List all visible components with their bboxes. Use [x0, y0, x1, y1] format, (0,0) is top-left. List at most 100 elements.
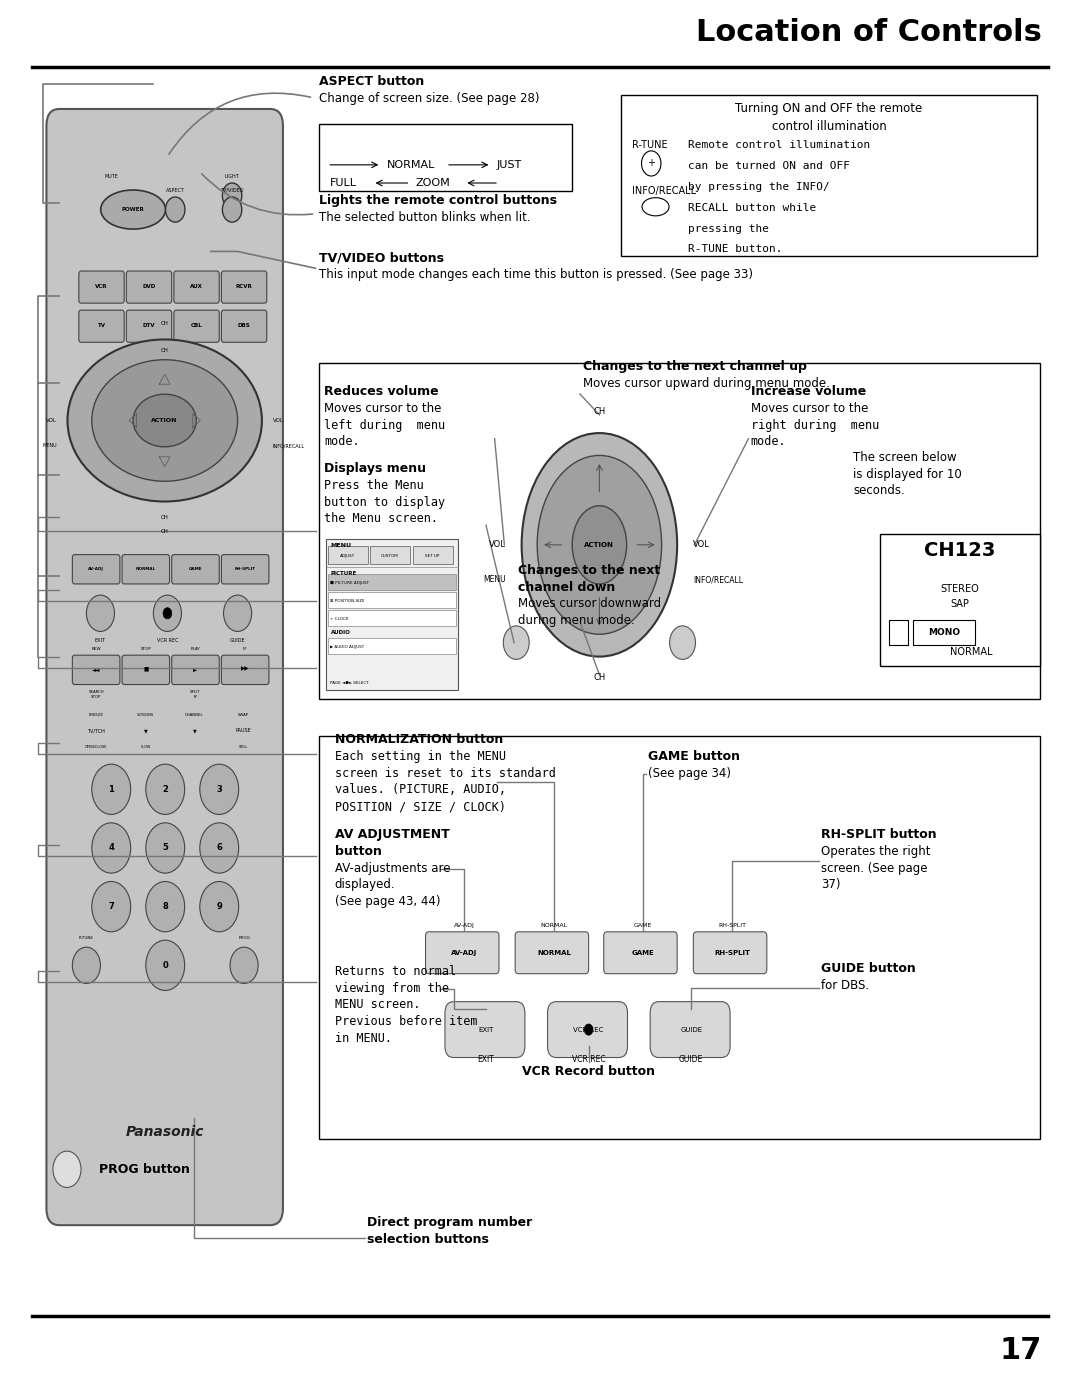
- Text: displayed.: displayed.: [335, 879, 395, 891]
- Text: MENU: MENU: [42, 443, 56, 448]
- FancyBboxPatch shape: [328, 592, 456, 608]
- Text: Reduces volume: Reduces volume: [324, 386, 438, 398]
- Text: mode.: mode.: [751, 436, 786, 448]
- FancyBboxPatch shape: [604, 932, 677, 974]
- FancyBboxPatch shape: [122, 555, 170, 584]
- Text: Displays menu: Displays menu: [324, 462, 426, 475]
- Text: (See page 34): (See page 34): [648, 767, 731, 780]
- Circle shape: [230, 947, 258, 983]
- Text: 17: 17: [1000, 1337, 1042, 1365]
- Text: VOL: VOL: [272, 418, 284, 423]
- Text: GUIDE button: GUIDE button: [821, 963, 916, 975]
- Text: RECALL button while: RECALL button while: [688, 203, 816, 212]
- Text: CH: CH: [593, 673, 606, 682]
- Text: MONO: MONO: [928, 629, 960, 637]
- Text: ADJUST: ADJUST: [340, 555, 355, 557]
- Ellipse shape: [133, 394, 197, 447]
- Text: PICTURE: PICTURE: [330, 571, 356, 577]
- Text: ▼: ▼: [144, 728, 148, 733]
- Text: ►: ►: [193, 666, 198, 672]
- Text: 37): 37): [821, 879, 840, 891]
- Text: button: button: [335, 845, 381, 858]
- Text: LIGHT: LIGHT: [225, 173, 240, 179]
- Text: EXIT: EXIT: [477, 1055, 495, 1063]
- Text: VOL: VOL: [45, 418, 56, 423]
- Ellipse shape: [642, 198, 669, 217]
- Text: CH: CH: [161, 348, 168, 353]
- Text: ZOOM: ZOOM: [416, 177, 450, 189]
- Text: 6: 6: [216, 844, 222, 852]
- Circle shape: [72, 947, 100, 983]
- Bar: [880, 534, 1040, 666]
- Text: Changes to the next channel up: Changes to the next channel up: [583, 360, 807, 373]
- Text: VCR: VCR: [95, 284, 108, 289]
- Text: CH: CH: [161, 320, 168, 326]
- Text: REW: REW: [92, 647, 100, 651]
- Circle shape: [222, 197, 242, 222]
- Text: Moves cursor to the: Moves cursor to the: [324, 402, 442, 415]
- Circle shape: [670, 626, 696, 659]
- Text: 2: 2: [162, 785, 168, 793]
- Text: values. (PICTURE, AUDIO,: values. (PICTURE, AUDIO,: [335, 784, 505, 796]
- FancyBboxPatch shape: [172, 555, 219, 584]
- Text: VCR REC: VCR REC: [573, 1027, 604, 1032]
- Text: Lights the remote control buttons: Lights the remote control buttons: [319, 194, 556, 207]
- Text: TV/TCH: TV/TCH: [87, 728, 105, 733]
- Text: DBS: DBS: [238, 323, 251, 328]
- Text: DTV: DTV: [143, 323, 156, 328]
- Text: ■ PICTURE ADJUST: ■ PICTURE ADJUST: [330, 581, 369, 584]
- FancyBboxPatch shape: [328, 546, 368, 564]
- Circle shape: [92, 823, 131, 873]
- Text: CH: CH: [161, 515, 168, 521]
- Ellipse shape: [100, 190, 165, 229]
- FancyBboxPatch shape: [328, 610, 456, 626]
- Text: GUIDE: GUIDE: [680, 1027, 702, 1032]
- Text: R-TUNE: R-TUNE: [632, 140, 667, 149]
- FancyBboxPatch shape: [126, 310, 172, 342]
- Text: ■: ■: [144, 666, 148, 672]
- FancyBboxPatch shape: [46, 109, 283, 1225]
- FancyBboxPatch shape: [548, 1002, 627, 1058]
- Bar: [889, 620, 908, 645]
- Text: JUST: JUST: [497, 159, 522, 170]
- Circle shape: [146, 882, 185, 932]
- Ellipse shape: [537, 455, 662, 634]
- Bar: [319, 363, 1040, 698]
- Text: POSITION / SIZE / CLOCK): POSITION / SIZE / CLOCK): [335, 800, 505, 813]
- Text: Remote control illumination: Remote control illumination: [688, 140, 870, 149]
- Circle shape: [53, 1151, 81, 1187]
- Text: is displayed for 10: is displayed for 10: [853, 468, 962, 481]
- Text: 8: 8: [162, 902, 168, 911]
- Text: NORMAL: NORMAL: [540, 922, 568, 928]
- Text: RCVR: RCVR: [235, 284, 253, 289]
- FancyBboxPatch shape: [172, 655, 219, 685]
- Text: AV ADJUSTMENT: AV ADJUSTMENT: [335, 828, 449, 841]
- Text: Changes to the next: Changes to the next: [518, 564, 661, 577]
- Text: GAME: GAME: [633, 922, 652, 928]
- Text: RH-SPLIT: RH-SPLIT: [718, 922, 746, 928]
- FancyBboxPatch shape: [413, 546, 453, 564]
- Text: Press the Menu: Press the Menu: [324, 479, 423, 492]
- Text: SPLIT
FF: SPLIT FF: [190, 690, 201, 698]
- Text: for DBS.: for DBS.: [821, 979, 869, 992]
- Text: PROG: PROG: [239, 936, 249, 940]
- Text: RH-SPLIT: RH-SPLIT: [234, 567, 256, 570]
- Text: AV-adjustments are: AV-adjustments are: [335, 862, 450, 875]
- Text: 4: 4: [108, 844, 114, 852]
- Text: STOP: STOP: [140, 647, 151, 651]
- Text: GUIDE: GUIDE: [679, 1055, 703, 1063]
- Text: SLOW: SLOW: [140, 745, 151, 749]
- Text: NORMAL: NORMAL: [136, 567, 156, 570]
- Text: FF: FF: [243, 647, 247, 651]
- Text: Location of Controls: Location of Controls: [697, 18, 1042, 47]
- Circle shape: [163, 608, 172, 619]
- Text: left during  menu: left during menu: [324, 419, 445, 432]
- Ellipse shape: [572, 506, 626, 584]
- Bar: [326, 539, 458, 690]
- Text: VCR Record button: VCR Record button: [522, 1065, 656, 1077]
- Text: screen is reset to its standard: screen is reset to its standard: [335, 767, 556, 780]
- Text: MENU: MENU: [483, 576, 505, 584]
- Text: CBL: CBL: [191, 323, 202, 328]
- Text: ⊞ POSITION-SIZE: ⊞ POSITION-SIZE: [330, 599, 365, 602]
- Circle shape: [222, 183, 242, 208]
